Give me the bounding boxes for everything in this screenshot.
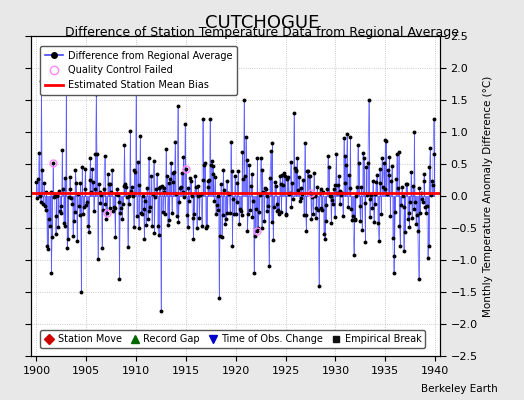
Legend: Station Move, Record Gap, Time of Obs. Change, Empirical Break: Station Move, Record Gap, Time of Obs. C… [40,330,425,348]
Y-axis label: Monthly Temperature Anomaly Difference (°C): Monthly Temperature Anomaly Difference (… [483,75,493,317]
Text: Berkeley Earth: Berkeley Earth [421,384,498,394]
Text: Difference of Station Temperature Data from Regional Average: Difference of Station Temperature Data f… [65,26,459,39]
Text: CUTCHOGUE: CUTCHOGUE [205,14,319,32]
